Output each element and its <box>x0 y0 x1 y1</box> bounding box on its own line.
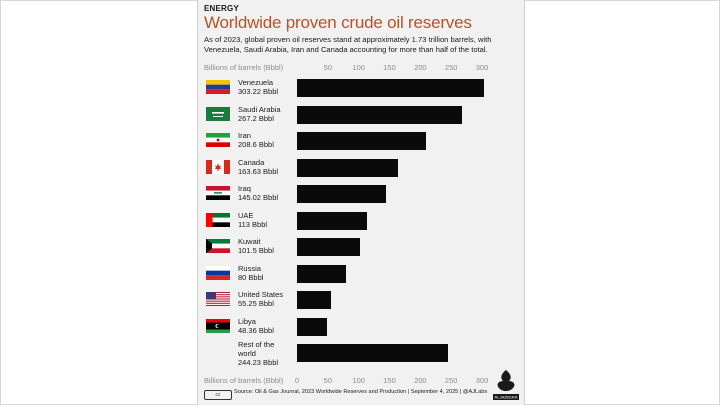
category-name: Rest of the world <box>238 340 275 358</box>
category-name: United States <box>238 290 284 299</box>
aljazeera-logo: ALJAZEERA <box>491 368 521 402</box>
tick-label-bottom-50: 50 <box>323 376 332 385</box>
tick-label-top-100: 100 <box>352 63 365 72</box>
source-footer: Source: Oil & Gas Journal, 2023 Worldwid… <box>234 389 488 395</box>
value-label: 208.6 Bbbl <box>238 140 274 149</box>
libya-flag-icon <box>206 318 230 333</box>
category-label-6: Kuwait 101.5 Bbbl <box>238 237 298 255</box>
category-label-1: Saudi Arabia 267.2 Bbbl <box>238 105 298 123</box>
category-label-10: Rest of the world 244.23 Bbbl <box>238 340 280 367</box>
category-label-8: United States 55.25 Bbbl <box>238 290 298 308</box>
tick-label-top-50: 50 <box>323 63 332 72</box>
tick-label-bottom-150: 150 <box>383 376 396 385</box>
bar-saudi-arabia <box>297 105 462 124</box>
subtitle: As of 2023, global proven oil reserves s… <box>204 35 492 54</box>
category-label-5: UAE 113 Bbbl <box>238 211 298 229</box>
x-axis-label-bottom: Billions of barrels (Bbbl) <box>204 376 284 385</box>
tick-label-bottom-0: 0 <box>294 376 300 385</box>
category-label: ENERGY <box>204 4 239 13</box>
russia-flag-icon <box>206 265 230 280</box>
bar-venezuela <box>297 79 484 97</box>
category-label-3: Canada 163.63 Bbbl <box>238 158 298 176</box>
united-states-flag-icon <box>206 292 230 306</box>
page-title: Worldwide proven crude oil reserves <box>204 13 472 32</box>
category-label-0: Venezuela 303.22 Bbbl <box>238 78 298 96</box>
category-name: Kuwait <box>238 237 261 246</box>
value-label: 267.2 Bbbl <box>238 113 274 123</box>
iran-flag-icon <box>206 133 230 147</box>
category-name: Canada <box>238 157 265 167</box>
value-label: 145.02 Bbbl <box>238 193 279 202</box>
bar-united-states <box>297 291 332 309</box>
value-label: 244.23 Bbbl <box>238 358 279 367</box>
uae-flag-icon <box>206 212 230 227</box>
bar-russia <box>297 264 347 283</box>
tick-label-bottom-250: 250 <box>444 376 458 385</box>
tick-label-top-250: 250 <box>444 63 458 72</box>
x-axis-label-top: Billions of barrels (Bbbl) <box>204 63 284 72</box>
value-label: 80 Bbbl <box>238 272 264 282</box>
tick-label-top-200: 200 <box>414 63 427 72</box>
bar-uae <box>297 211 367 230</box>
bar-kuwait <box>297 238 360 256</box>
venezuela-flag-icon <box>206 80 230 94</box>
category-name: Iraq <box>238 184 251 193</box>
category-name: UAE <box>238 210 254 220</box>
bar-iraq <box>297 185 387 203</box>
value-label: 101.5 Bbbl <box>238 246 274 255</box>
kuwait-flag-icon <box>206 239 230 253</box>
canada-flag-icon <box>206 159 230 174</box>
bar-chart: 0 50 50 100 100 150 150 200 200 250 250 300 300 Venez… <box>198 0 524 405</box>
category-label-9: Libya 48.36 Bbbl <box>238 317 298 335</box>
category-name: Saudi Arabia <box>238 104 281 114</box>
tick-label-top-300: 300 <box>475 63 489 72</box>
category-label-7: Russia 80 Bbbl <box>238 264 298 282</box>
category-label-2: Iran 208.6 Bbbl <box>238 131 298 149</box>
category-name: Iran <box>238 131 251 140</box>
bar-iran <box>297 132 426 150</box>
category-name: Libya <box>238 316 256 326</box>
bar-libya <box>297 317 327 336</box>
bar-canada <box>297 158 398 177</box>
category-name: Russia <box>238 263 261 273</box>
tick-label-top-150: 150 <box>383 63 396 72</box>
tick-label-bottom-200: 200 <box>414 376 427 385</box>
category-label-4: Iraq 145.02 Bbbl <box>238 184 298 202</box>
value-label: 113 Bbbl <box>238 219 268 229</box>
category-name: Venezuela <box>238 78 274 87</box>
iraq-flag-icon <box>206 186 230 200</box>
saudi-arabia-flag-icon <box>206 106 230 121</box>
value-label: 163.63 Bbbl <box>238 166 279 176</box>
bar-rest-of-the-world <box>297 344 448 362</box>
logo-text: ALJAZEERA <box>495 395 518 400</box>
tick-label-bottom-100: 100 <box>352 376 365 385</box>
tick-label-bottom-300: 300 <box>475 376 489 385</box>
value-label: 48.36 Bbbl <box>238 325 274 335</box>
value-label: 303.22 Bbbl <box>238 87 279 96</box>
value-label: 55.25 Bbbl <box>238 299 274 308</box>
infographic-card: ENERGY Worldwide proven crude oil reserv… <box>197 0 525 405</box>
creative-commons-icon: cc <box>204 390 232 400</box>
